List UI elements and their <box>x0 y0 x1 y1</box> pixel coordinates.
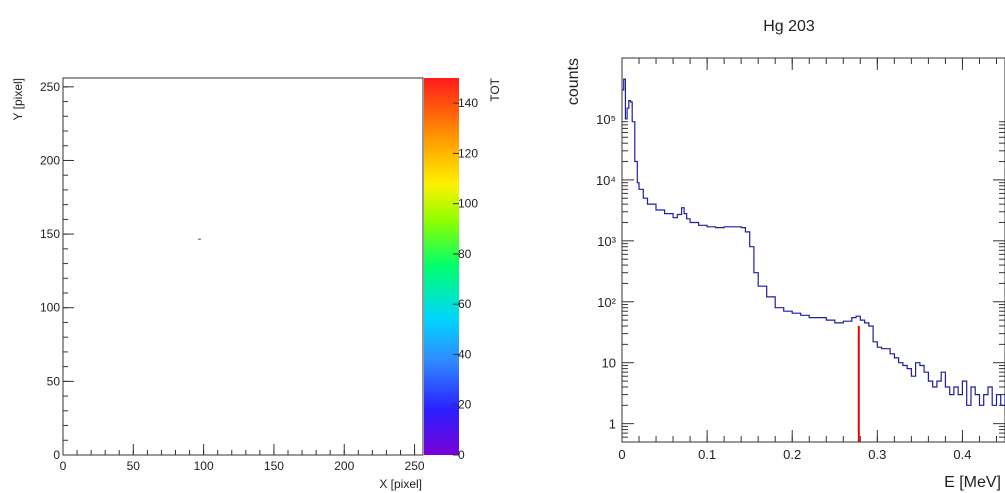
spectrum-y-tick-label: 1 <box>609 417 616 432</box>
colorbar <box>424 78 459 455</box>
spectrum-y-axis-title: counts <box>565 58 582 105</box>
colorbar-tick-label: 140 <box>458 96 478 110</box>
pixel-map-y-axis-title: Y [pixel] <box>11 78 25 120</box>
spectrum-x-axis-title: E [MeV] <box>944 474 1001 491</box>
spectrum-y-tick-label: 10⁵ <box>596 112 616 127</box>
colorbar-tick-label: 20 <box>458 398 472 412</box>
spectrum-series <box>622 78 1005 442</box>
spectrum-plot-area <box>621 57 1005 443</box>
colorbar-title: TOT <box>488 77 502 101</box>
spectrum-x-tick-label: 0.4 <box>953 447 971 462</box>
pixel-map-y-tick-label: 200 <box>40 153 60 167</box>
pixel-map-y-tick-label: 0 <box>53 448 60 462</box>
spectrum-chart: Hg 203 0 0.1 0.2 0.3 0.4 1 10 10² 10³ 10⁴ 10⁵ E [M… <box>565 18 1005 491</box>
pixel-map-plot-area <box>62 77 424 456</box>
colorbar-tick-label: 100 <box>458 197 478 211</box>
pixel-map-point <box>198 238 201 240</box>
colorbar-tick-label: 0 <box>458 448 465 462</box>
pixel-map-x-tick-label: 250 <box>405 459 425 473</box>
pixel-map-y-tick-label: 250 <box>40 80 60 94</box>
spectrum-y-tick-label: 10³ <box>597 234 616 249</box>
spectrum-y-tick-label: 10⁴ <box>596 173 616 188</box>
spectrum-x-tick-label: 0.2 <box>783 447 801 462</box>
pixel-map-x-tick-label: 0 <box>60 459 67 473</box>
spectrum-series-line <box>622 78 1005 406</box>
spectrum-x-tick-label: 0 <box>618 447 625 462</box>
spectrum-y-tick-label: 10² <box>597 295 616 310</box>
pixel-map-ticks: 0 50 100 150 200 250 0 50 100 150 200 250 <box>40 80 425 473</box>
pixel-map-y-tick-label: 100 <box>40 301 60 315</box>
colorbar-tick-label: 80 <box>458 247 472 261</box>
colorbar-tick-label: 40 <box>458 347 472 361</box>
spectrum-title: Hg 203 <box>763 18 815 35</box>
spectrum-y-tick-label: 10 <box>602 356 616 371</box>
spectrum-x-tick-label: 0.1 <box>698 447 716 462</box>
pixel-map-x-axis-title: X [pixel] <box>379 477 422 491</box>
colorbar-tick-label: 120 <box>458 146 478 160</box>
pixel-map-x-tick-label: 100 <box>194 459 214 473</box>
pixel-map-y-tick-label: 150 <box>40 227 60 241</box>
pixel-map-points <box>198 238 201 240</box>
colorbar-ticks: 0 20 40 60 80 100 120 140 <box>453 96 478 462</box>
spectrum-x-tick-label: 0.3 <box>868 447 886 462</box>
pixel-map-y-tick-label: 50 <box>47 374 61 388</box>
colorbar-tick-label: 60 <box>458 297 472 311</box>
pixel-map-x-tick-label: 50 <box>127 459 141 473</box>
pixel-map-x-tick-label: 200 <box>334 459 354 473</box>
pixel-map-x-tick-label: 150 <box>264 459 284 473</box>
